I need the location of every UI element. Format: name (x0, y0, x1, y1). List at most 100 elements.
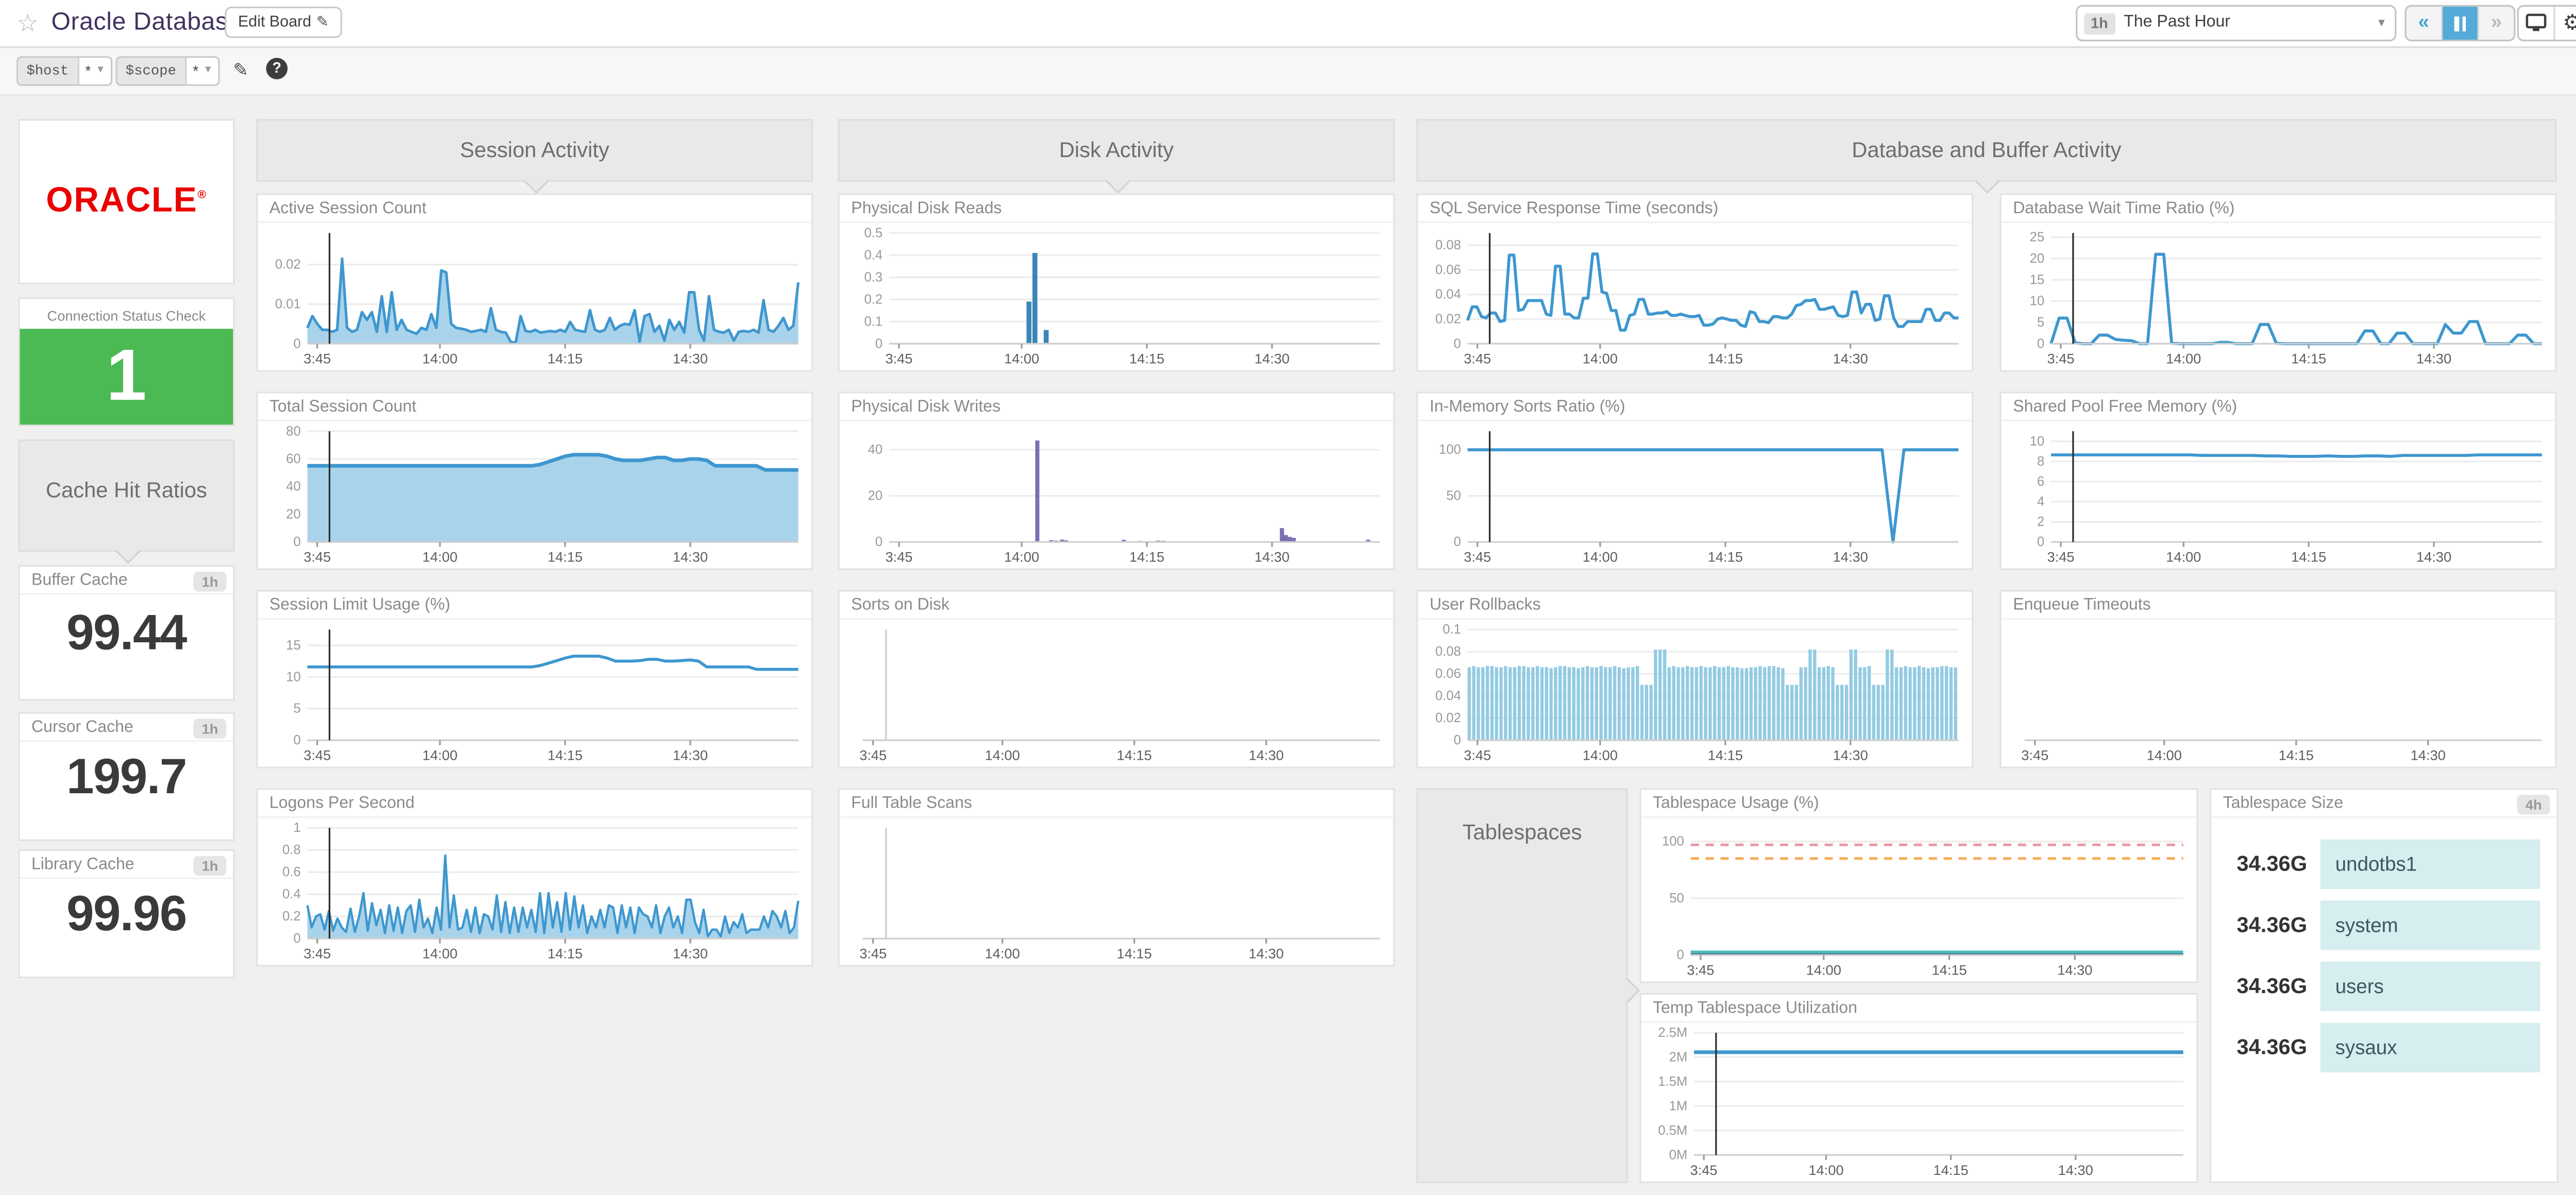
svg-text:3:45: 3:45 (1464, 747, 1491, 763)
metric-cursor-cache[interactable]: Cursor Cache 1h 199.7 (18, 712, 235, 841)
tablespace-name-bar: undotbs1 (2320, 839, 2540, 889)
svg-text:0.2: 0.2 (864, 292, 883, 306)
chart-tablespace-usage: Tablespace Usage (%) 0 50 100 3:45 14:00 14:1… (1639, 788, 2198, 983)
chart-total-session-count: Total Session Count 0 20 40 60 80 3:45 14:00 14… (256, 391, 814, 570)
list-item[interactable]: 34.36G sysaux (2211, 1022, 2556, 1072)
svg-text:14:00: 14:00 (1583, 747, 1618, 763)
svg-text:0.8: 0.8 (282, 843, 301, 857)
svg-text:0.04: 0.04 (1435, 287, 1461, 302)
group-header-cache-hit-ratios[interactable]: Cache Hit Ratios (18, 439, 235, 564)
edit-board-button[interactable]: Edit Board ✎ (225, 6, 342, 38)
time-range-badge: 1h (2084, 12, 2115, 34)
top-bar: ☆ Oracle Database Edit Board ✎ 1h The Pas… (0, 0, 2576, 48)
timeframe-badge: 1h (193, 571, 227, 591)
svg-text:14:15: 14:15 (1708, 747, 1743, 763)
timeseries-chart[interactable]: 0 0.2 0.4 0.6 0.8 1 3:45 14:00 14:15 14:30 (258, 818, 811, 965)
timeseries-chart[interactable]: 0 0.02 0.04 0.06 0.08 0.1 3:45 14:00 14:15 14:30 (1418, 620, 1972, 767)
help-icon[interactable]: ? (266, 58, 288, 79)
svg-text:2M: 2M (1669, 1050, 1688, 1064)
time-range-label: The Past Hour (2124, 13, 2231, 31)
timeseries-chart[interactable]: 0 2 4 6 8 10 3:45 14:00 14:15 14:30 (2002, 421, 2555, 569)
playback-controls: « » (2404, 5, 2516, 42)
svg-text:0M: 0M (1669, 1148, 1688, 1162)
svg-text:80: 80 (286, 424, 301, 438)
svg-text:1: 1 (294, 821, 301, 835)
svg-text:14:00: 14:00 (1806, 962, 1841, 978)
metric-buffer-cache[interactable]: Buffer Cache 1h 99.44 (18, 565, 235, 701)
svg-text:14:30: 14:30 (2057, 962, 2092, 978)
pause-button[interactable] (2443, 6, 2478, 40)
chart-physical-disk-reads: Physical Disk Reads 0 0.1 0.2 0.3 0.4 0.5 3:45… (838, 193, 1395, 372)
svg-text:0.1: 0.1 (864, 314, 883, 329)
timeseries-chart[interactable]: 0 50 100 3:45 14:00 14:15 14:30 (1418, 421, 1972, 569)
svg-text:14:00: 14:00 (1004, 351, 1039, 367)
group-notch (1104, 168, 1130, 194)
forward-button[interactable]: » (2477, 6, 2514, 40)
group-header-disk-activity[interactable]: Disk Activity (838, 118, 1395, 194)
timeseries-chart[interactable]: 0 0.1 0.2 0.3 0.4 0.5 3:45 14:00 14:15 14:30 (840, 223, 1394, 370)
svg-text:14:15: 14:15 (1117, 946, 1152, 962)
svg-text:0: 0 (294, 733, 301, 747)
scope-variable-picker[interactable]: $scope * ▾ (115, 56, 219, 86)
svg-text:0.06: 0.06 (1435, 667, 1461, 681)
svg-text:14:15: 14:15 (1129, 351, 1164, 367)
edit-variables-pencil-icon[interactable]: ✎ (233, 61, 248, 81)
svg-text:1M: 1M (1669, 1099, 1688, 1113)
svg-text:0.5: 0.5 (864, 226, 883, 240)
rewind-button[interactable]: « (2406, 6, 2443, 40)
svg-text:14:15: 14:15 (548, 549, 583, 565)
timeseries-chart[interactable]: 0 5 10 15 20 25 3:45 14:00 14:15 14:30 (2002, 223, 2555, 370)
svg-text:3:45: 3:45 (1687, 962, 1714, 978)
svg-text:14:30: 14:30 (1833, 549, 1868, 565)
tv-mode-button[interactable] (2519, 7, 2553, 40)
group-header-database-buffer-activity[interactable]: Database and Buffer Activity (1416, 118, 2557, 194)
time-range-picker[interactable]: 1h The Past Hour ▾ (2076, 5, 2397, 42)
chart-database-wait-time-ratio: Database Wait Time Ratio (%) 0 5 10 15 20 25 3… (1999, 193, 2557, 372)
monitor-icon (2526, 13, 2547, 31)
timeseries-chart[interactable]: 0 20 40 60 80 3:45 14:00 14:15 14:30 (258, 421, 811, 569)
group-header-tablespaces[interactable]: Tablespaces (1416, 788, 1640, 1183)
tablespace-size-value: 34.36G (2236, 912, 2308, 937)
group-header-session-activity[interactable]: Session Activity (256, 118, 814, 194)
chart-physical-disk-writes: Physical Disk Writes 0 20 40 3:45 14:00 14:15… (838, 391, 1395, 570)
timeseries-chart[interactable]: 3:45 14:00 14:15 14:30 (840, 818, 1394, 965)
gear-icon: ⚙ (2563, 10, 2576, 35)
timeseries-chart[interactable]: 3:45 14:00 14:15 14:30 (840, 620, 1394, 767)
timeseries-chart[interactable]: 0M 0.5M 1M 1.5M 2M 2.5M 3:45 14:00 14:15 14:30 (1641, 1023, 2196, 1182)
timeseries-chart[interactable]: 3:45 14:00 14:15 14:30 (2002, 620, 2555, 767)
svg-text:14:00: 14:00 (1583, 549, 1618, 565)
timeseries-chart[interactable]: 0 0.02 0.04 0.06 0.08 3:45 14:00 14:15 14:30 (1418, 223, 1972, 370)
svg-text:14:00: 14:00 (985, 747, 1020, 763)
list-item[interactable]: 34.36G undotbs1 (2211, 839, 2556, 889)
svg-text:14:15: 14:15 (548, 747, 583, 763)
svg-text:14:00: 14:00 (422, 351, 457, 367)
chevron-down-icon: ▾ (97, 64, 104, 76)
svg-text:1.5M: 1.5M (1658, 1074, 1687, 1089)
oracle-logo: ORACLE® (46, 181, 207, 220)
metric-library-cache[interactable]: Library Cache 1h 99.96 (18, 849, 235, 979)
svg-text:0: 0 (294, 931, 301, 946)
svg-text:20: 20 (868, 489, 883, 503)
timeseries-chart[interactable]: 0 20 40 3:45 14:00 14:15 14:30 (840, 421, 1394, 569)
chart-temp-tablespace-utilization: Temp Tablespace Utilization 0M 0.5M 1M 1.5M… (1639, 993, 2198, 1183)
timeseries-chart[interactable]: 0 50 100 3:45 14:00 14:15 14:30 (1641, 818, 2196, 982)
timeseries-chart[interactable]: 0 0.01 0.02 3:45 14:00 14:15 14:30 (258, 223, 811, 370)
svg-text:14:15: 14:15 (2279, 747, 2314, 763)
favorite-star-icon[interactable]: ☆ (16, 10, 39, 38)
svg-text:0.4: 0.4 (864, 248, 883, 262)
svg-text:0.6: 0.6 (282, 865, 301, 879)
settings-button[interactable]: ⚙ (2553, 6, 2576, 40)
page-title: Oracle Database (51, 8, 243, 37)
list-item[interactable]: 34.36G users (2211, 961, 2556, 1012)
list-item[interactable]: 34.36G system (2211, 900, 2556, 950)
svg-text:14:15: 14:15 (1129, 549, 1164, 565)
svg-text:2: 2 (2037, 515, 2044, 529)
chart-active-session-count: Active Session Count 0 0.01 0.02 3:45 14:00 1… (256, 193, 814, 372)
svg-text:6: 6 (2037, 474, 2044, 489)
connection-status-widget[interactable]: Connection Status Check 1 (18, 297, 235, 426)
svg-text:5: 5 (2037, 315, 2044, 330)
svg-text:0.08: 0.08 (1435, 644, 1461, 659)
timeseries-chart[interactable]: 0 5 10 15 3:45 14:00 14:15 14:30 (258, 620, 811, 767)
svg-text:14:00: 14:00 (2147, 747, 2182, 763)
host-variable-picker[interactable]: $host * ▾ (16, 56, 112, 86)
